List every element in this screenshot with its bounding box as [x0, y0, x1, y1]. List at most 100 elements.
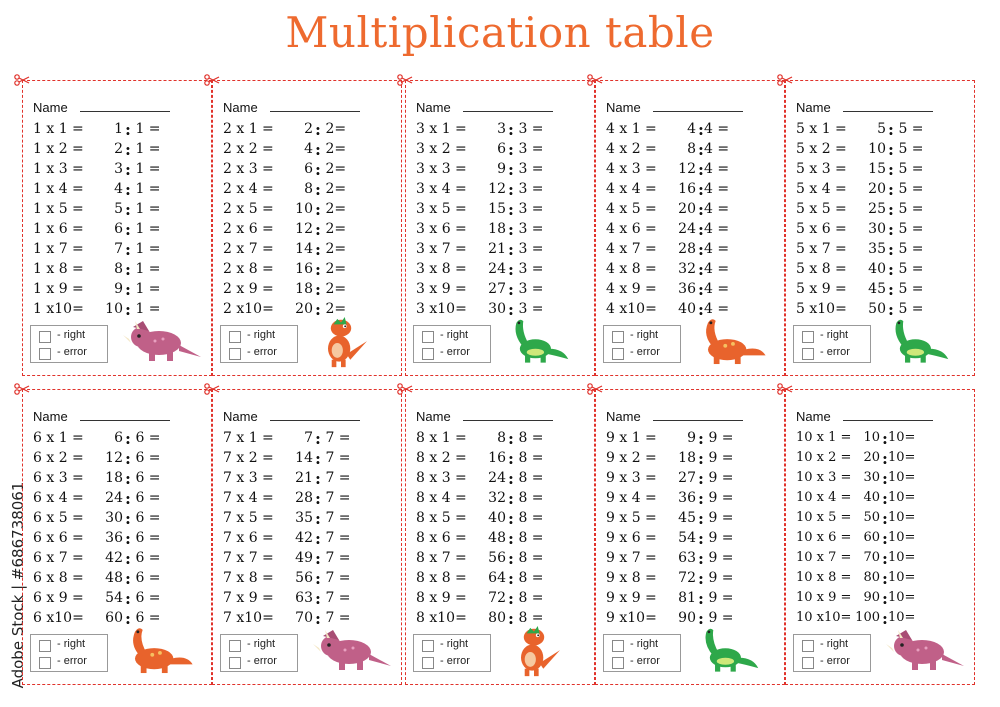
division-sign: : [888, 160, 894, 179]
error-checkbox[interactable] [422, 348, 434, 360]
score-box: - right - error [603, 634, 681, 672]
right-checkbox[interactable] [39, 640, 51, 652]
right-checkbox[interactable] [39, 331, 51, 343]
division-sign: : [888, 240, 894, 259]
equation-row: 1 x 3 = 3: 1 = [23, 160, 211, 181]
multiplication-expression: 7 x 3 = [223, 470, 274, 486]
right-checkbox[interactable] [422, 331, 434, 343]
division-dividend: 42 [105, 550, 123, 566]
right-checkbox[interactable] [422, 640, 434, 652]
multiplication-expression: 10 x 2 = [796, 450, 852, 465]
error-label: - error [57, 346, 87, 358]
division-sign: : [882, 489, 888, 508]
right-checkbox[interactable] [612, 331, 624, 343]
division-divisor: 8 = [514, 450, 544, 466]
equation-row: 8 x 6 = 48: 8 = [406, 529, 594, 550]
error-checkbox[interactable] [802, 348, 814, 360]
division-dividend: 21 [295, 470, 313, 486]
error-checkbox[interactable] [229, 657, 241, 669]
name-write-line[interactable] [652, 420, 743, 421]
equation-row: 10 x 8 = 80:10= [786, 569, 974, 590]
name-write-line[interactable] [842, 420, 933, 421]
right-checkbox[interactable] [612, 640, 624, 652]
error-checkbox[interactable] [612, 348, 624, 360]
division-divisor: 6 = [131, 570, 161, 586]
error-checkbox[interactable] [39, 348, 51, 360]
right-label: - right [630, 638, 659, 650]
division-sign: : [698, 280, 704, 299]
division-dividend: 6 [114, 221, 123, 237]
equation-row: 5 x 9 = 45: 5 = [786, 280, 974, 301]
division-divisor: 10= [888, 490, 916, 505]
multiplication-expression: 1 x 7 = [33, 241, 84, 257]
division-sign: : [125, 260, 131, 279]
division-dividend: 20 [868, 181, 886, 197]
multiplication-expression: 3 x 1 = [416, 121, 467, 137]
division-sign: : [315, 200, 321, 219]
name-write-line[interactable] [462, 420, 553, 421]
right-checkbox[interactable] [802, 331, 814, 343]
error-checkbox[interactable] [229, 348, 241, 360]
multiplication-expression: 1 x 2 = [33, 141, 84, 157]
division-divisor: 5 = [894, 201, 924, 217]
name-row: Name [796, 406, 960, 424]
right-checkbox[interactable] [229, 640, 241, 652]
division-divisor: 6 = [131, 550, 161, 566]
division-divisor: 9 = [704, 470, 734, 486]
error-checkbox[interactable] [802, 657, 814, 669]
error-checkbox[interactable] [422, 657, 434, 669]
division-divisor: 2= [321, 281, 347, 297]
division-sign: : [125, 429, 131, 448]
division-dividend: 63 [678, 550, 696, 566]
equation-row: 1 x 2 = 2: 1 = [23, 140, 211, 161]
equation-row: 6 x 2 = 12: 6 = [23, 449, 211, 470]
name-write-line[interactable] [79, 111, 170, 112]
equation-row: 3 x 1 = 3: 3 = [406, 120, 594, 141]
equation-row: 2 x 6 = 12: 2= [213, 220, 401, 241]
division-divisor: 7 = [321, 570, 351, 586]
division-divisor: 5 = [894, 281, 924, 297]
multiplication-expression: 1 x 1 = [33, 121, 84, 137]
division-sign: : [508, 489, 514, 508]
division-dividend: 10 [863, 430, 880, 445]
equation-row: 6 x 7 = 42: 6 = [23, 549, 211, 570]
division-dividend: 16 [295, 261, 313, 277]
division-dividend: 15 [868, 161, 886, 177]
division-dividend: 2 [304, 121, 313, 137]
division-sign: : [508, 200, 514, 219]
multiplication-expression: 5 x 4 = [796, 181, 847, 197]
multiplication-expression: 9 x 9 = [606, 590, 657, 606]
name-write-line[interactable] [462, 111, 553, 112]
division-sign: : [315, 549, 321, 568]
scissors-icon [204, 380, 220, 395]
multiplication-expression: 9 x 8 = [606, 570, 657, 586]
error-label: - error [440, 346, 470, 358]
division-divisor: 4 = [704, 121, 730, 137]
error-checkbox[interactable] [39, 657, 51, 669]
error-label: - error [57, 655, 87, 667]
division-divisor: 9 = [704, 450, 734, 466]
division-dividend: 1 [114, 121, 123, 137]
right-checkbox[interactable] [802, 640, 814, 652]
name-row: Name [223, 97, 387, 115]
equation-row: 4 x 4 = 16:4 = [596, 180, 784, 201]
right-checkbox[interactable] [229, 331, 241, 343]
equation-row: 7 x 9 = 63: 7 = [213, 589, 401, 610]
division-divisor: 7 = [321, 610, 351, 626]
division-dividend: 30 [488, 301, 506, 317]
name-write-line[interactable] [269, 111, 360, 112]
division-sign: : [888, 260, 894, 279]
division-divisor: 5 = [894, 141, 924, 157]
equation-row: 2 x 4 = 8: 2= [213, 180, 401, 201]
division-divisor: 7 = [321, 530, 351, 546]
multiplication-expression: 10 x 5 = [796, 510, 852, 525]
division-divisor: 9 = [704, 490, 734, 506]
name-write-line[interactable] [269, 420, 360, 421]
division-divisor: 4 = [704, 181, 730, 197]
error-checkbox[interactable] [612, 657, 624, 669]
name-write-line[interactable] [79, 420, 170, 421]
division-sign: : [698, 160, 704, 179]
name-write-line[interactable] [652, 111, 743, 112]
multiplication-expression: 7 x10= [223, 610, 274, 626]
name-write-line[interactable] [842, 111, 933, 112]
